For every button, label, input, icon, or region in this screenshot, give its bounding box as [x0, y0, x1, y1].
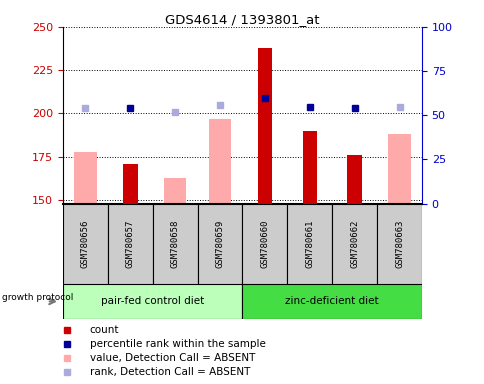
- Text: GSM780659: GSM780659: [215, 220, 224, 268]
- Bar: [257, 48, 272, 204]
- Text: GSM780660: GSM780660: [260, 220, 269, 268]
- Bar: [63, 204, 107, 284]
- Bar: [123, 164, 137, 204]
- Bar: [74, 152, 96, 204]
- Text: GSM780658: GSM780658: [170, 220, 180, 268]
- Bar: [332, 204, 376, 284]
- Text: rank, Detection Call = ABSENT: rank, Detection Call = ABSENT: [90, 367, 250, 377]
- Text: pair-fed control diet: pair-fed control diet: [101, 296, 204, 306]
- Text: GSM780661: GSM780661: [304, 220, 314, 268]
- Bar: [164, 177, 186, 204]
- Text: GSM780663: GSM780663: [394, 220, 403, 268]
- Bar: [242, 284, 421, 319]
- Bar: [63, 284, 242, 319]
- Text: growth protocol: growth protocol: [2, 293, 74, 302]
- Bar: [152, 204, 197, 284]
- Bar: [302, 131, 317, 204]
- Bar: [197, 204, 242, 284]
- Text: GSM780656: GSM780656: [81, 220, 90, 268]
- Text: zinc-deficient diet: zinc-deficient diet: [285, 296, 378, 306]
- Text: GSM780662: GSM780662: [349, 220, 359, 268]
- Bar: [347, 155, 361, 204]
- Text: GDS4614 / 1393801_at: GDS4614 / 1393801_at: [165, 13, 319, 26]
- Bar: [107, 204, 152, 284]
- Bar: [287, 204, 332, 284]
- Text: value, Detection Call = ABSENT: value, Detection Call = ABSENT: [90, 353, 255, 363]
- Bar: [376, 204, 421, 284]
- Bar: [209, 119, 231, 204]
- Bar: [242, 204, 287, 284]
- Text: count: count: [90, 326, 119, 336]
- Text: percentile rank within the sample: percentile rank within the sample: [90, 339, 265, 349]
- Text: GSM780657: GSM780657: [125, 220, 135, 268]
- Bar: [388, 134, 410, 204]
